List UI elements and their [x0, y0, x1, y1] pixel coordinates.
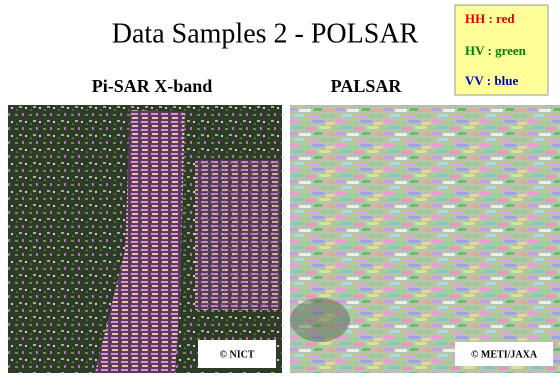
- credit: © METI/JAXA: [471, 349, 538, 360]
- legend-hh: HH : red: [465, 11, 515, 26]
- sar-image-right: © METI/JAXA: [290, 105, 560, 373]
- credit: © NICT: [220, 349, 255, 360]
- dark-patch: [290, 298, 350, 342]
- urban-area: [195, 160, 280, 310]
- image-label: PALSAR: [331, 76, 403, 96]
- slide: {"title": "Data Samples 2 - POLSAR", "le…: [0, 0, 560, 376]
- slide-title: Data Samples 2 - POLSAR: [112, 18, 419, 49]
- legend-hv: HV : green: [465, 43, 527, 58]
- sar-image-left: © NICT: [8, 105, 282, 373]
- slide-canvas: Data Samples 2 - POLSAR HH : red HV : gr…: [0, 0, 560, 376]
- image-label: Pi-SAR X-band: [92, 76, 213, 96]
- legend-vv: VV : blue: [465, 73, 518, 88]
